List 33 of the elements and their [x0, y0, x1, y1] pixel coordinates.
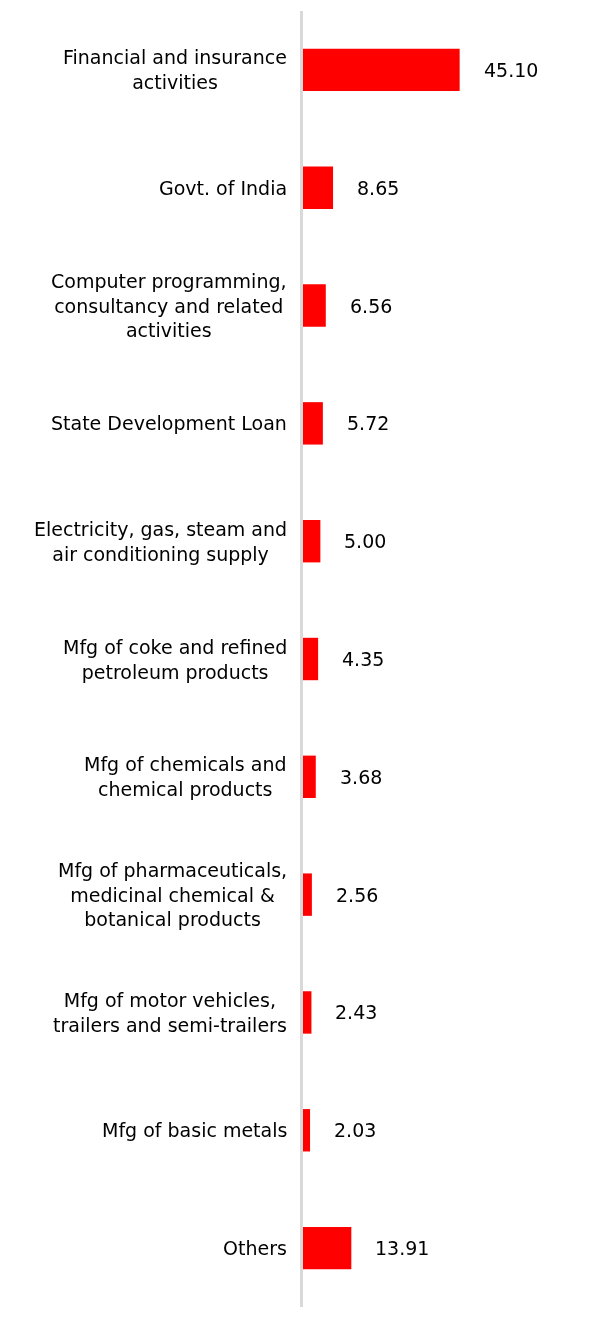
data-label: 3.68 [340, 766, 383, 788]
y-tick-label: Mfg of chemicals and chemical products [84, 753, 287, 800]
y-tick-label: Mfg of motor vehicles, trailers and semi-trailers [53, 989, 287, 1036]
bar [303, 1109, 311, 1152]
y-tick-label: Others [223, 1237, 287, 1259]
bar [303, 284, 326, 327]
bar [303, 991, 312, 1034]
data-label: 8.65 [357, 177, 400, 199]
bar [303, 48, 460, 92]
bar [303, 637, 319, 681]
bar [303, 402, 323, 445]
bar [303, 873, 312, 916]
data-label: 5.00 [344, 530, 387, 552]
data-label: 2.56 [336, 884, 379, 906]
y-tick-label: Govt. of India [159, 177, 288, 199]
y-tick-label: Financial and insurance activities [63, 46, 287, 93]
data-label: 45.10 [484, 59, 539, 81]
data-label: 2.43 [335, 1001, 378, 1023]
data-label: 13.91 [375, 1237, 430, 1259]
bar [303, 519, 321, 563]
data-label: 5.72 [347, 412, 390, 434]
bar [303, 1226, 352, 1270]
y-tick-label: Mfg of pharmaceuticals, medicinal chemical & botanical products [58, 859, 288, 931]
y-tick-label: Mfg of basic metals [102, 1119, 288, 1141]
y-tick-label: Mfg of coke and refined petroleum products [63, 636, 288, 683]
data-label: 4.35 [342, 648, 385, 670]
y-tick-label: State Development Loan [51, 412, 287, 434]
bar [303, 755, 316, 799]
y-tick-label: Computer programming, consultancy and related activities [51, 270, 287, 342]
data-label: 6.56 [350, 295, 393, 317]
bar [303, 166, 334, 209]
data-label: 2.03 [334, 1119, 377, 1141]
y-tick-label: Electricity, gas, steam and air conditioning supply [34, 518, 288, 565]
